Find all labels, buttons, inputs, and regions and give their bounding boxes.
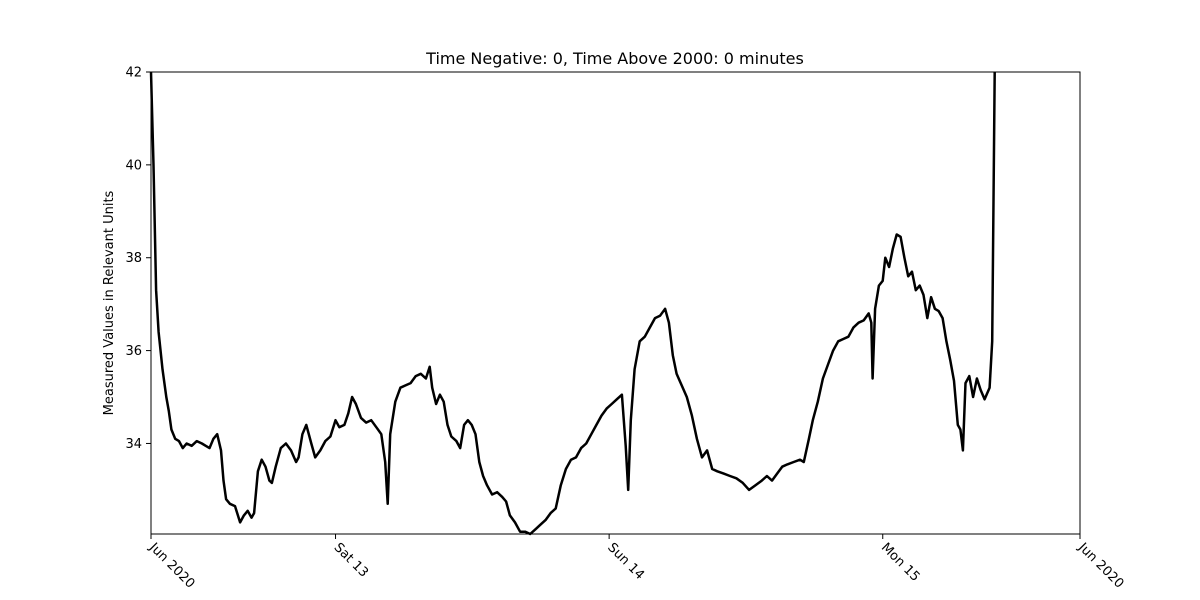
x-tick-label: Jun 2020 xyxy=(145,540,197,592)
y-tick-label: 34 xyxy=(125,437,142,452)
y-axis-label: Measured Values in Relevant Units xyxy=(102,190,117,415)
y-tick-label: 40 xyxy=(125,158,142,173)
y-axis: 34 36 38 40 42 xyxy=(125,66,151,452)
x-tick-label: Sat 13 xyxy=(331,540,371,580)
series-line xyxy=(149,71,996,536)
x-tick-label: Jun 2020 xyxy=(1074,540,1126,592)
x-tick-label: Mon 15 xyxy=(878,540,923,585)
plot-frame xyxy=(150,71,1081,535)
y-tick-label: 36 xyxy=(125,344,142,359)
y-tick-label: 38 xyxy=(125,251,142,266)
y-tick-label: 42 xyxy=(125,66,142,81)
x-tick-label: Sun 14 xyxy=(604,540,647,583)
x-axis: Jun 2020 Sat 13 Sun 14 Mon 15 Jun 2020 xyxy=(145,534,1126,592)
chart-title: Time Negative: 0, Time Above 2000: 0 min… xyxy=(425,49,804,68)
